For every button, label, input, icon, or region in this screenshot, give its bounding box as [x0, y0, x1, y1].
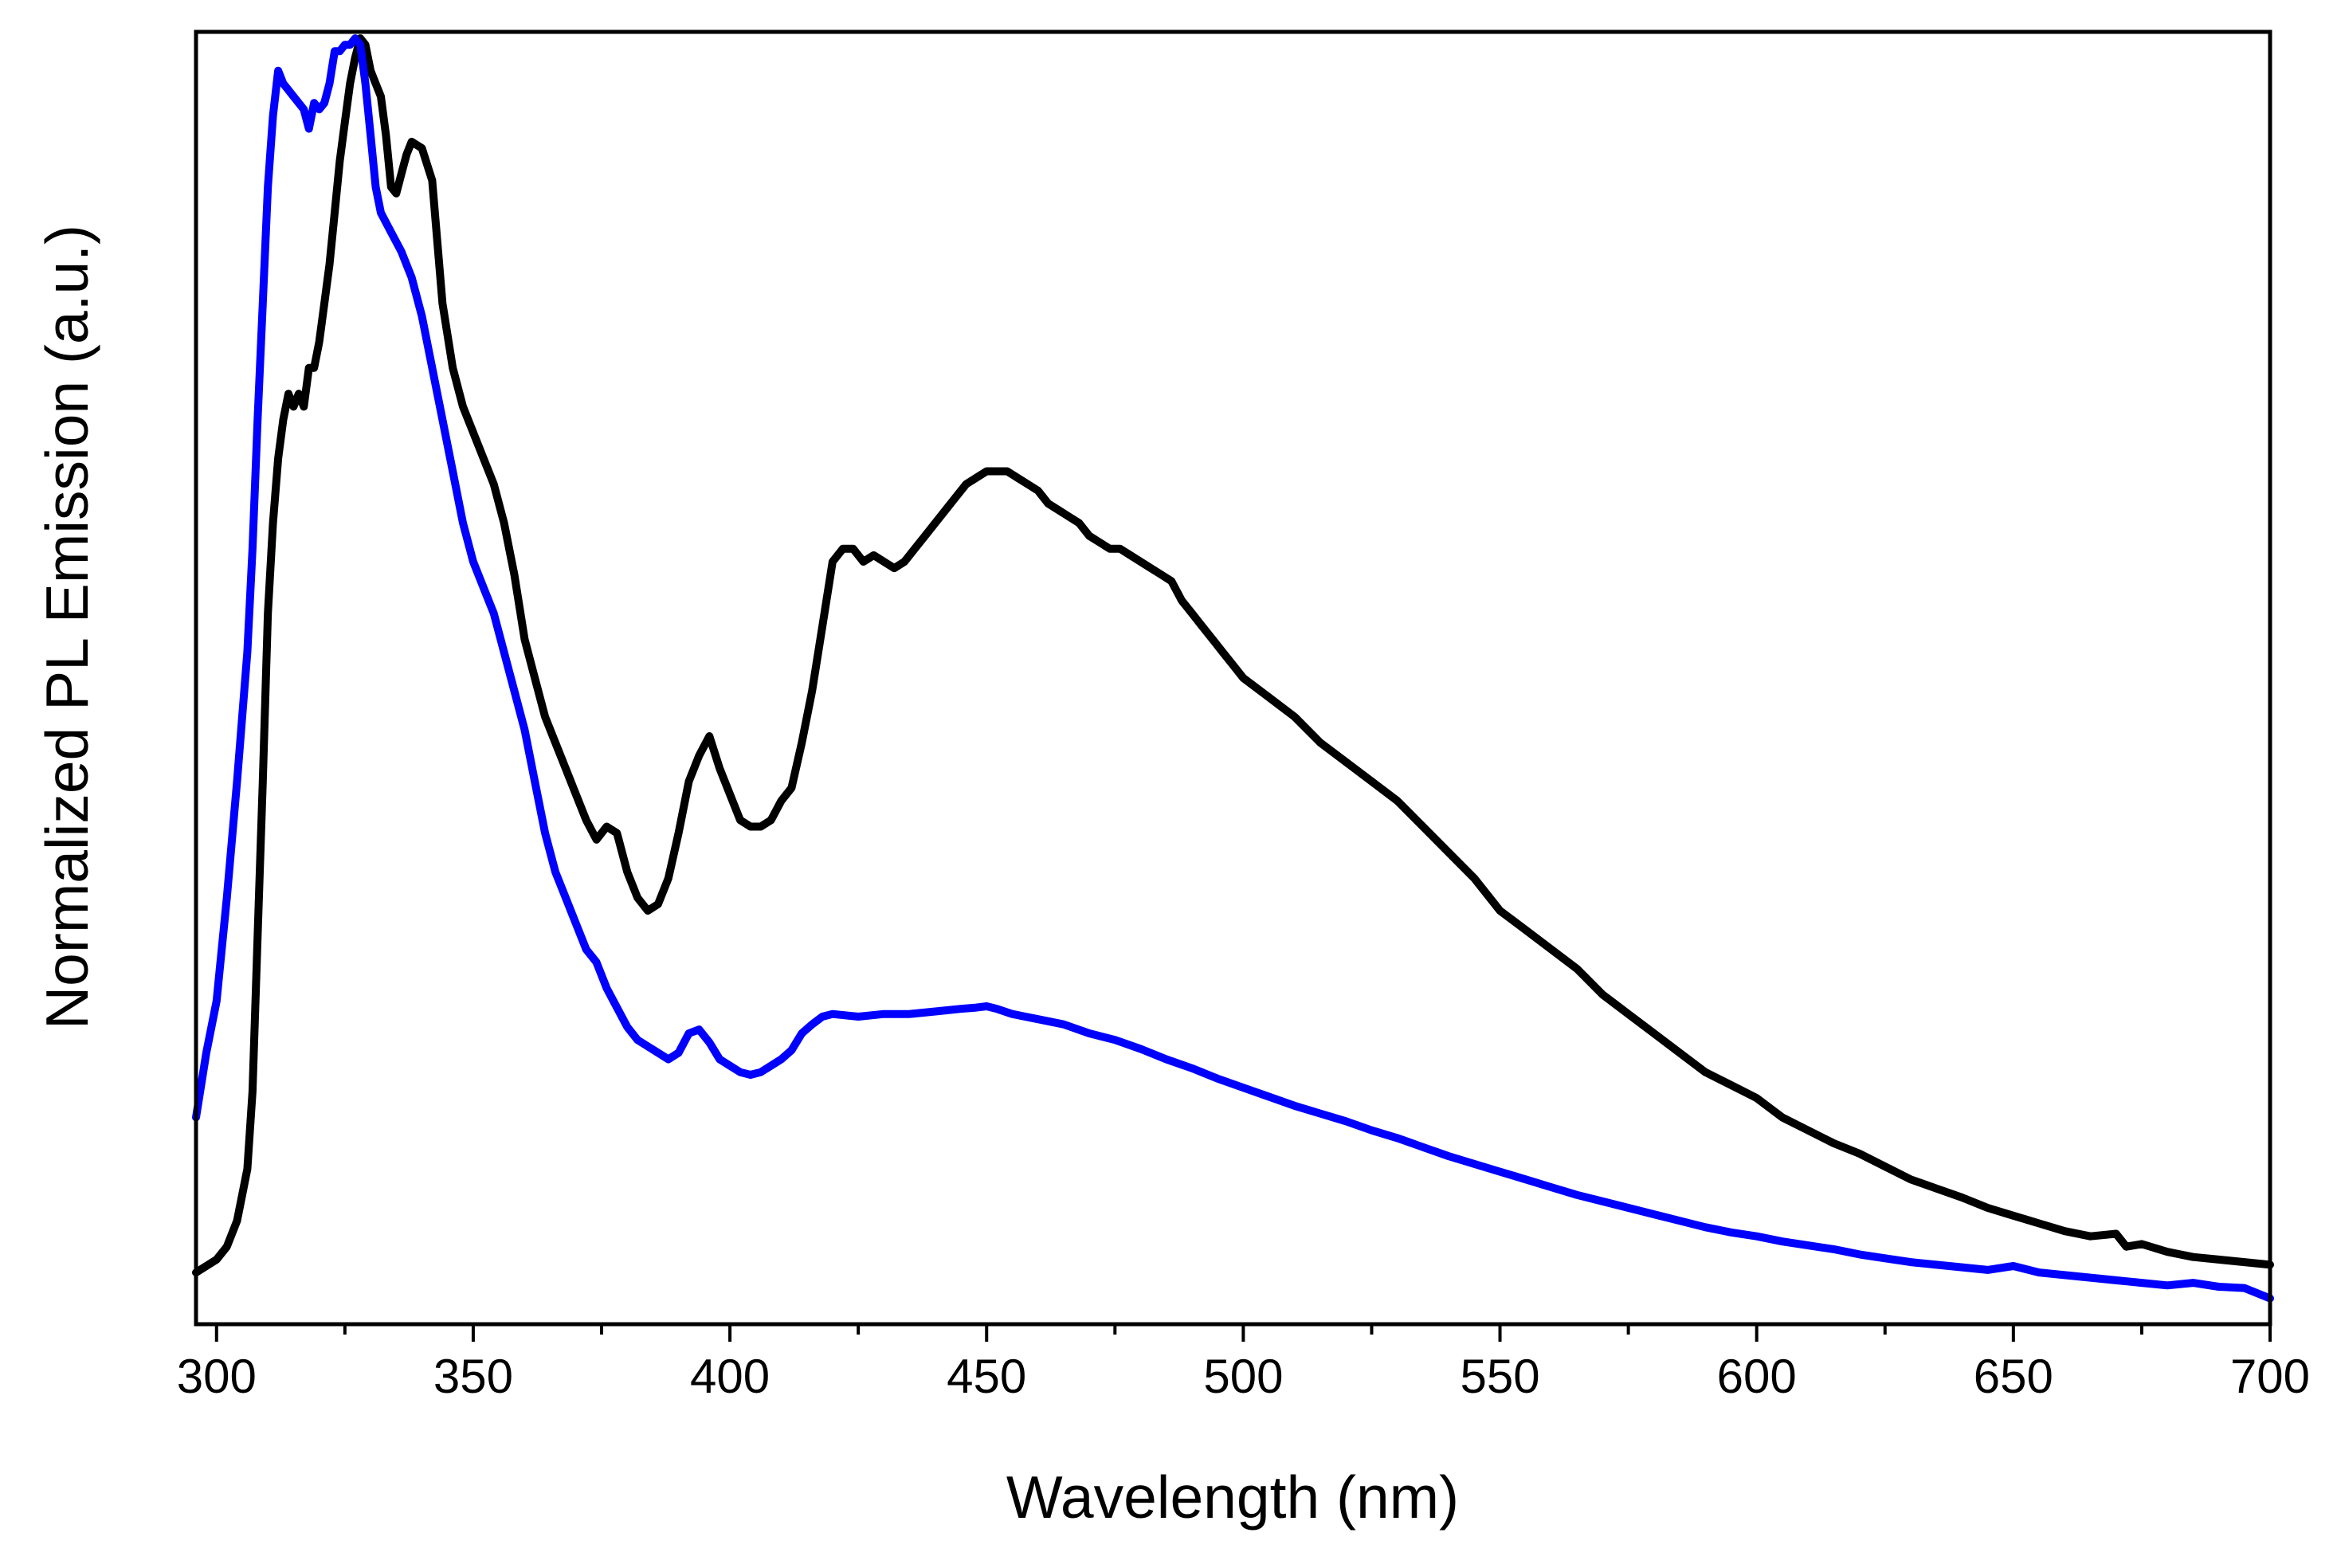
- x-tick-label: 500: [1203, 1350, 1283, 1403]
- x-axis-ticks: [214, 1324, 2272, 1342]
- x-tick-label: 650: [1974, 1350, 2053, 1403]
- x-axis-tick-labels: 300 350 400 450 500 550 600 650 700: [177, 1350, 2310, 1403]
- x-tick-label: 450: [947, 1350, 1026, 1403]
- y-axis-title: Normalized PL Emission (a.u.): [33, 225, 100, 1029]
- x-tick-label: 300: [177, 1350, 257, 1403]
- x-tick-label: 400: [690, 1350, 770, 1403]
- x-axis-title: Wavelength (nm): [1006, 1464, 1459, 1531]
- x-tick-label: 350: [433, 1350, 513, 1403]
- series-line-2: [192, 34, 2274, 1303]
- x-tick-label: 550: [1460, 1350, 1539, 1403]
- plot-frame: [194, 29, 2272, 1327]
- series-layer: [192, 34, 2274, 1303]
- x-tick-label: 700: [2230, 1350, 2310, 1403]
- x-tick-label: 600: [1717, 1350, 1797, 1403]
